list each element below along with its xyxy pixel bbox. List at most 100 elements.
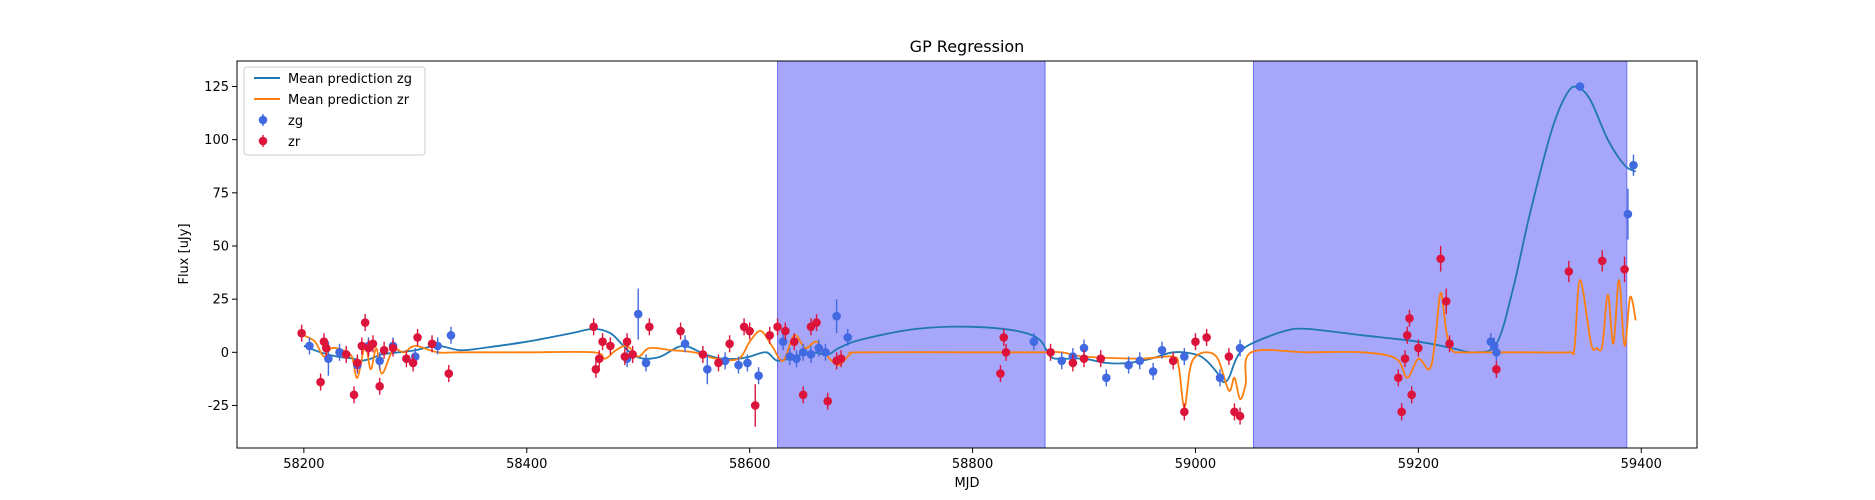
point-zr xyxy=(750,401,760,410)
point-zr xyxy=(1046,348,1055,357)
point-zr xyxy=(645,322,654,332)
point-zg xyxy=(734,360,743,370)
point-zr xyxy=(765,331,775,340)
point-zr xyxy=(375,382,384,391)
point-zg xyxy=(1629,160,1638,170)
point-zg xyxy=(1180,352,1189,361)
point-zg xyxy=(832,311,841,321)
point-zr xyxy=(321,343,331,353)
point-zr xyxy=(812,318,821,327)
legend-box xyxy=(243,66,426,156)
point-zr xyxy=(622,337,632,346)
points-zg xyxy=(305,82,1638,387)
point-zr xyxy=(725,339,734,349)
point-zg xyxy=(703,365,712,374)
point-zr xyxy=(360,318,370,327)
point-zg xyxy=(1575,82,1585,91)
point-zg xyxy=(324,354,333,363)
legend-label-zr: zr xyxy=(288,135,301,150)
point-zr xyxy=(1400,354,1410,363)
point-zr xyxy=(789,337,799,346)
point-zg xyxy=(743,358,752,368)
axes-frame xyxy=(236,60,1698,449)
point-zr xyxy=(999,333,1009,342)
point-zr xyxy=(1180,407,1189,417)
point-zr xyxy=(357,341,367,351)
point-zg xyxy=(1079,343,1089,353)
point-zg xyxy=(792,354,801,363)
point-zg xyxy=(1102,373,1111,383)
point-zr xyxy=(1235,411,1245,421)
point-zr xyxy=(1202,333,1211,342)
point-zr xyxy=(388,343,398,353)
point-zr xyxy=(823,396,832,406)
y-tick-label: 100 xyxy=(204,133,229,148)
point-zr xyxy=(676,326,685,336)
x-tick-label: 59400 xyxy=(1621,457,1662,472)
point-zg xyxy=(821,348,830,357)
point-zg xyxy=(1492,348,1501,357)
point-zg xyxy=(1148,367,1158,376)
point-zg xyxy=(446,331,456,340)
x-tick-label: 58800 xyxy=(952,457,993,472)
point-zr xyxy=(996,369,1005,378)
point-zr xyxy=(1414,343,1423,353)
point-zr xyxy=(1436,254,1445,264)
point-zr xyxy=(1405,313,1414,323)
plot-frame xyxy=(236,60,1698,449)
data-points xyxy=(297,82,1638,427)
point-zg xyxy=(375,356,384,366)
point-zr xyxy=(1402,331,1412,340)
point-zg xyxy=(814,343,824,353)
y-tick-label: -25 xyxy=(208,399,229,414)
x-tick-label: 59000 xyxy=(1175,457,1216,472)
point-zr xyxy=(1620,265,1629,274)
point-zr xyxy=(594,354,604,363)
point-zr xyxy=(1168,356,1178,366)
y-tick-label: 125 xyxy=(204,80,229,95)
point-zg xyxy=(1235,343,1245,353)
legend-label-zg: zg xyxy=(288,114,303,129)
point-zr xyxy=(714,358,723,368)
point-zr xyxy=(402,354,411,363)
point-zr xyxy=(316,377,325,387)
point-zr xyxy=(1068,358,1078,368)
point-zr xyxy=(1407,390,1416,400)
line-mean-prediction-zg xyxy=(303,85,1637,384)
x-tick-label: 58200 xyxy=(283,457,324,472)
chart-title: GP Regression xyxy=(910,37,1025,56)
x-tick-label: 58400 xyxy=(506,457,547,472)
point-zr xyxy=(1394,373,1403,383)
point-zr xyxy=(589,322,598,332)
point-zg xyxy=(641,358,651,368)
x-tick-label: 59200 xyxy=(1398,457,1439,472)
y-tick-label: 25 xyxy=(212,293,229,308)
point-zr xyxy=(1224,352,1234,361)
point-zr xyxy=(591,365,601,374)
point-zr xyxy=(1397,407,1406,417)
point-zr xyxy=(368,339,378,349)
point-zr xyxy=(773,322,782,332)
point-zr xyxy=(1597,256,1607,266)
point-zr xyxy=(427,339,437,349)
points-zr xyxy=(297,245,1629,427)
point-zr xyxy=(297,328,306,338)
point-zr xyxy=(798,390,808,400)
point-zr xyxy=(781,326,790,336)
point-zr xyxy=(1191,337,1200,346)
point-zg xyxy=(778,337,788,346)
x-tick-label: 58600 xyxy=(729,457,770,472)
point-zr xyxy=(620,352,630,361)
point-zg xyxy=(1135,356,1145,366)
point-zg xyxy=(798,348,808,357)
legend-label-mean-prediction-zr: Mean prediction zr xyxy=(288,93,410,108)
point-zr xyxy=(698,350,708,359)
point-zr xyxy=(1079,354,1089,363)
point-zg xyxy=(335,348,344,357)
point-zg xyxy=(754,371,763,381)
point-zr xyxy=(444,369,454,378)
point-zg xyxy=(1215,373,1225,383)
legend-swatch-zr xyxy=(258,136,268,146)
y-tick-label: 50 xyxy=(212,239,229,254)
point-zg xyxy=(720,356,730,366)
